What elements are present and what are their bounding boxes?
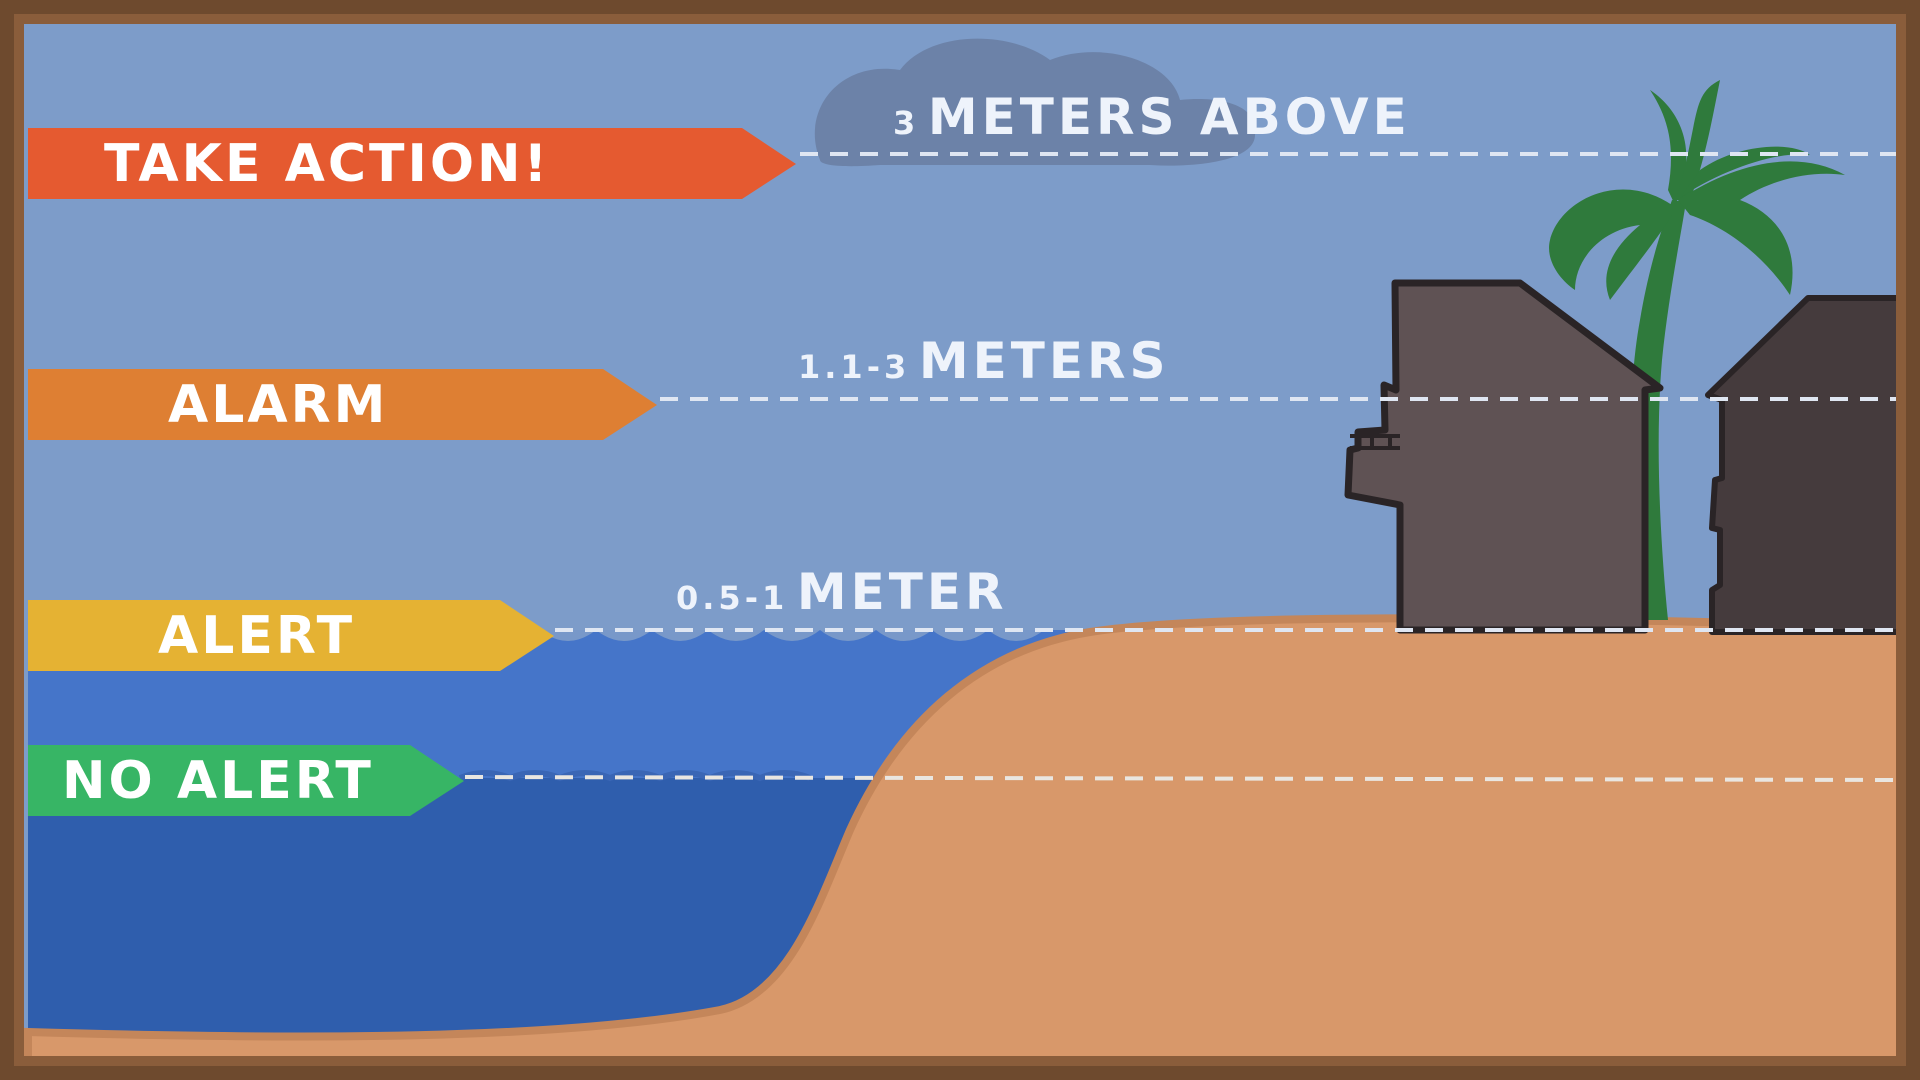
flag-take-action: TAKE ACTION! [104,128,744,200]
level-label-alert: 0.5-1 METER [676,563,1008,621]
cloud [814,38,1256,167]
level-num-take-action: 3 [893,104,920,142]
house-back [1705,295,1903,635]
level-label-alarm: 1.1-3 METERS [798,332,1170,390]
flag-label-take-action: TAKE ACTION! [104,134,551,194]
wave-line-no-alert [458,770,812,782]
flag-no-alert: NO ALERT [62,745,402,817]
flag-alert: ALERT [158,600,478,672]
level-unit-alert: METER [796,563,1008,621]
sea-deep [28,775,940,1040]
level-unit-alarm: METERS [918,332,1170,390]
flag-shape-alarm [28,369,657,440]
flag-shape-take-action [28,128,796,199]
flag-label-alert: ALERT [158,606,356,666]
flag-label-alarm: ALARM [168,375,389,435]
level-label-take-action: 3 METERS ABOVE [893,88,1411,146]
level-num-alarm: 1.1-3 [798,348,911,386]
level-num-alert: 0.5-1 [676,579,789,617]
flag-shape-no-alert [28,745,464,816]
level-unit-take-action: METERS ABOVE [927,88,1411,146]
flag-alarm: ALARM [168,369,568,441]
flag-label-no-alert: NO ALERT [62,751,374,811]
flag-shape-alert [28,600,554,671]
wave-crests-alert [540,625,1044,641]
